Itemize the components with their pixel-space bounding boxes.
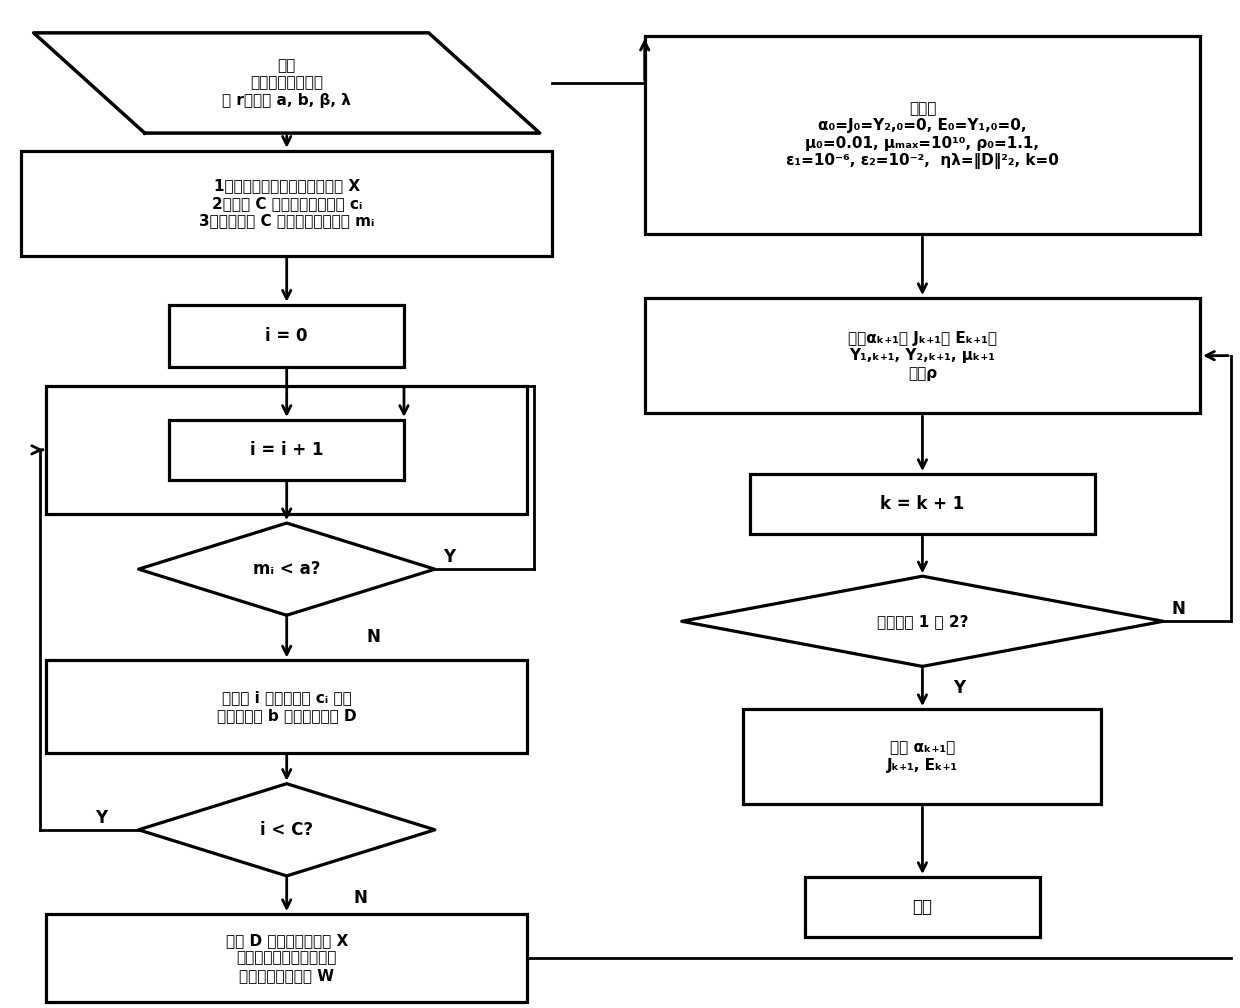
Text: Y: Y: [444, 548, 456, 566]
Bar: [645, 298, 1200, 413]
Bar: [744, 709, 1101, 804]
Bar: [170, 419, 404, 480]
Text: 结束: 结束: [913, 898, 932, 916]
Polygon shape: [139, 783, 435, 876]
Text: 输入
原始影像，聚类半
径 r，参数 a, b, β, λ: 输入 原始影像，聚类半 径 r，参数 a, b, β, λ: [222, 58, 351, 108]
Bar: [46, 914, 527, 1002]
Text: i < C?: i < C?: [260, 821, 314, 839]
Text: i = i + 1: i = i + 1: [250, 440, 324, 459]
Polygon shape: [139, 523, 435, 615]
Text: 停止准则 1 或 2?: 停止准则 1 或 2?: [877, 614, 968, 629]
Bar: [46, 660, 527, 753]
Bar: [805, 877, 1039, 937]
Text: k = k + 1: k = k + 1: [880, 495, 965, 513]
Polygon shape: [682, 577, 1163, 666]
Bar: [645, 36, 1200, 234]
Text: 计算第 i 个类簇中与 cᵢ 欧式
距离最近的 b 个点存入字典 D: 计算第 i 个类簇中与 cᵢ 欧式 距离最近的 b 个点存入字典 D: [217, 690, 357, 723]
Text: i = 0: i = 0: [265, 327, 308, 345]
Text: N: N: [353, 889, 368, 907]
Text: mᵢ < a?: mᵢ < a?: [253, 560, 320, 579]
Text: N: N: [1171, 600, 1185, 618]
Text: N: N: [366, 628, 379, 646]
Bar: [170, 304, 404, 367]
Text: 输出 αₖ₊₁，
Jₖ₊₁, Eₖ₊₁: 输出 αₖ₊₁， Jₖ₊₁, Eₖ₊₁: [887, 741, 959, 773]
Text: 1）将原始影像调整成二维矩阵 X
2）计算 C 个类簇及聚类中心 cᵢ
3）分别统计 C 个类簇内像元个数 mᵢ: 1）将原始影像调整成二维矩阵 X 2）计算 C 个类簇及聚类中心 cᵢ 3）分别…: [198, 178, 374, 228]
Bar: [750, 474, 1095, 534]
Text: 更新αₖ₊₁， Jₖ₊₁， Eₖ₊₁，
Y₁,ₖ₊₁, Y₂,ₖ₊₁, μₖ₊₁
计算ρ: 更新αₖ₊₁， Jₖ₊₁， Eₖ₊₁， Y₁,ₖ₊₁, Y₂,ₖ₊₁, μₖ₊₁…: [848, 331, 997, 381]
Polygon shape: [33, 33, 539, 133]
Text: Y: Y: [954, 679, 966, 698]
Text: Y: Y: [95, 808, 108, 827]
Bar: [46, 386, 527, 514]
Text: 计算 D 中每一个原子与 X
中每个像元之间的欧氏距
离，确定权重矩阵 W: 计算 D 中每一个原子与 X 中每个像元之间的欧氏距 离，确定权重矩阵 W: [226, 933, 348, 983]
Text: 初始化
α₀=J₀=Y₂,₀=0, E₀=Y₁,₀=0,
μ₀=0.01, μₘₐₓ=10¹⁰, ρ₀=1.1,
ε₁=10⁻⁶, ε₂=10⁻²,  ηλ=‖: 初始化 α₀=J₀=Y₂,₀=0, E₀=Y₁,₀=0, μ₀=0.01, μₘ…: [786, 101, 1059, 169]
Bar: [21, 150, 552, 256]
